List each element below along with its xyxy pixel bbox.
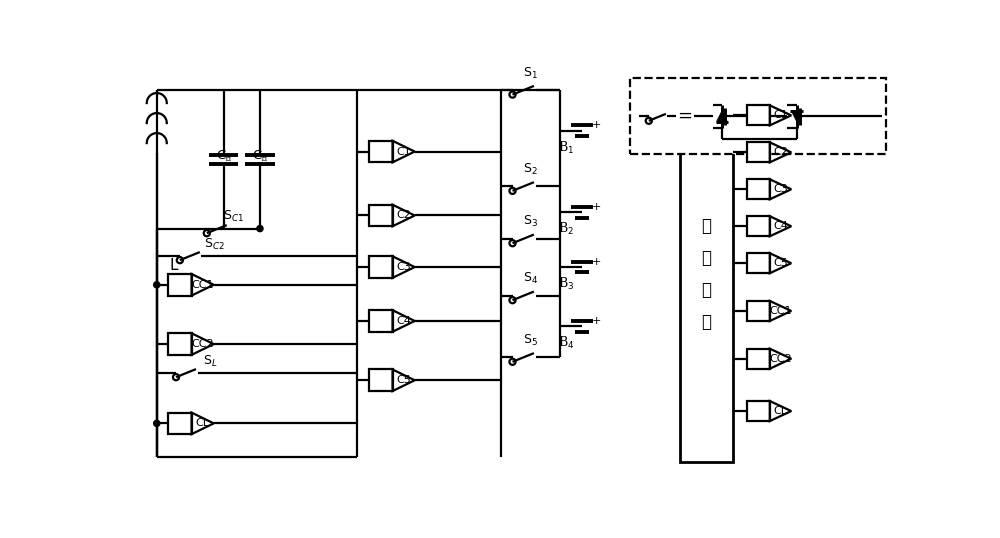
Text: L: L (169, 258, 178, 273)
Bar (168, 274, 192, 295)
Text: +: + (592, 121, 601, 130)
Text: +: + (592, 257, 601, 267)
Text: C5: C5 (396, 376, 411, 385)
Text: S$_{C1}$: S$_{C1}$ (223, 209, 244, 224)
Text: =: = (677, 107, 692, 125)
Text: CC2: CC2 (769, 353, 792, 364)
Bar (369, 370, 393, 391)
Circle shape (154, 282, 160, 288)
Text: S$_{L}$: S$_{L}$ (203, 354, 218, 369)
Circle shape (154, 420, 160, 427)
Bar (747, 301, 770, 321)
Bar (369, 204, 393, 226)
Text: C$_{偶}$: C$_{偶}$ (216, 148, 232, 163)
Bar (747, 401, 770, 421)
Text: CL: CL (196, 419, 210, 428)
Text: S$_{C2}$: S$_{C2}$ (204, 236, 225, 252)
Text: CL: CL (774, 406, 788, 416)
Text: C2: C2 (773, 147, 788, 157)
Text: CC1: CC1 (191, 280, 214, 290)
Bar (747, 349, 770, 369)
Bar (369, 310, 393, 332)
Text: S$_2$: S$_2$ (523, 162, 538, 177)
Text: S$_1$: S$_1$ (523, 66, 538, 81)
Polygon shape (717, 111, 727, 122)
Text: C$_{奇}$: C$_{奇}$ (252, 148, 268, 163)
Circle shape (257, 225, 263, 232)
Text: C2: C2 (396, 210, 411, 221)
Text: B$_4$: B$_4$ (558, 335, 575, 351)
Bar (747, 216, 770, 236)
Text: S$_3$: S$_3$ (523, 214, 538, 229)
Text: S$_4$: S$_4$ (523, 271, 538, 286)
Text: B$_1$: B$_1$ (558, 140, 574, 156)
Bar (747, 253, 770, 273)
Bar (630, 79, 886, 154)
Text: +: + (592, 316, 601, 326)
Text: C1: C1 (773, 110, 788, 121)
Text: CC2: CC2 (191, 339, 214, 349)
Text: C5: C5 (773, 258, 788, 268)
Text: 控
制
单
元: 控 制 单 元 (702, 217, 712, 331)
Bar (747, 105, 770, 125)
Bar (369, 141, 393, 162)
Bar (680, 86, 733, 462)
Text: C3: C3 (773, 185, 788, 194)
Text: B$_3$: B$_3$ (558, 276, 574, 292)
Text: C3: C3 (396, 262, 411, 272)
Text: B$_2$: B$_2$ (558, 221, 574, 237)
Text: C1: C1 (396, 146, 411, 157)
Bar (747, 179, 770, 199)
Polygon shape (791, 111, 802, 122)
Bar (369, 256, 393, 278)
Bar (168, 333, 192, 355)
Text: C4: C4 (396, 316, 411, 326)
Text: +: + (592, 202, 601, 212)
Text: S$_5$: S$_5$ (523, 332, 538, 348)
Bar (168, 413, 192, 434)
Text: C4: C4 (773, 221, 788, 231)
Bar (747, 143, 770, 162)
Text: CC1: CC1 (769, 306, 792, 316)
